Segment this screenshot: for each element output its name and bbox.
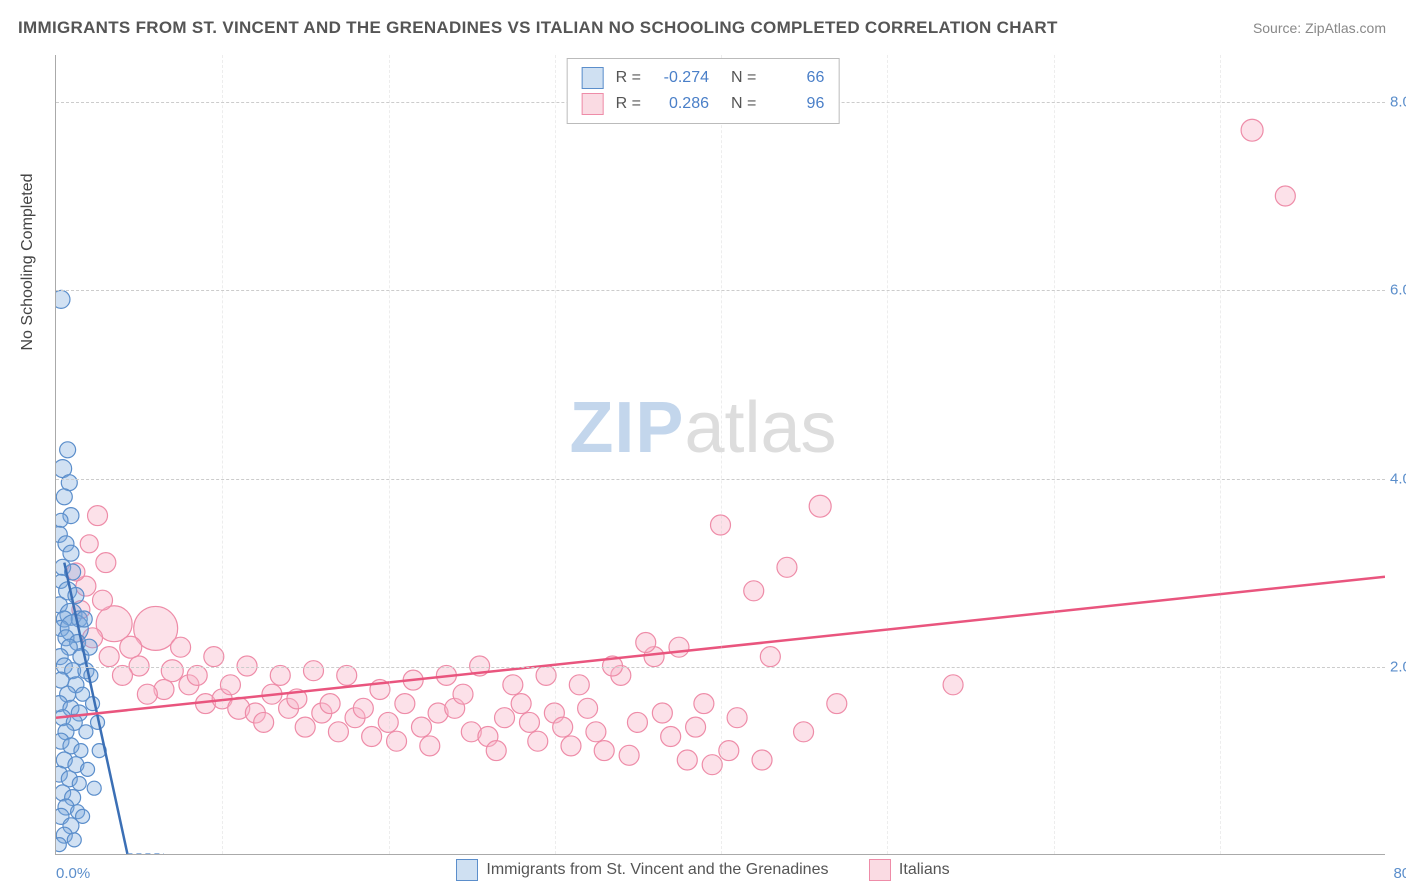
y-tick-label: 8.0%	[1390, 94, 1406, 111]
n-value-blue: 66	[764, 69, 824, 87]
r-label: R =	[616, 69, 641, 87]
swatch-blue	[582, 67, 604, 89]
legend-item-blue: Immigrants from St. Vincent and the Gren…	[456, 859, 828, 881]
swatch-pink	[582, 93, 604, 115]
legend-label-pink: Italians	[899, 861, 950, 879]
r-value-pink: 0.286	[649, 95, 709, 113]
chart-title: IMMIGRANTS FROM ST. VINCENT AND THE GREN…	[18, 18, 1058, 38]
n-label: N =	[731, 95, 756, 113]
swatch-blue	[456, 859, 478, 881]
r-label: R =	[616, 95, 641, 113]
n-label: N =	[731, 69, 756, 87]
swatch-pink	[869, 859, 891, 881]
source-attribution: Source: ZipAtlas.com	[1253, 20, 1386, 36]
n-value-pink: 96	[764, 95, 824, 113]
y-tick-label: 2.0%	[1390, 658, 1406, 675]
legend-row-blue: R = -0.274 N = 66	[582, 65, 825, 91]
r-value-blue: -0.274	[649, 69, 709, 87]
series-legend: Immigrants from St. Vincent and the Gren…	[0, 859, 1406, 886]
correlation-legend: R = -0.274 N = 66 R = 0.286 N = 96	[567, 58, 840, 124]
y-tick-label: 6.0%	[1390, 282, 1406, 299]
y-tick-label: 4.0%	[1390, 470, 1406, 487]
legend-label-blue: Immigrants from St. Vincent and the Gren…	[486, 861, 828, 879]
legend-row-pink: R = 0.286 N = 96	[582, 91, 825, 117]
y-axis-label: No Schooling Completed	[19, 174, 37, 351]
legend-item-pink: Italians	[869, 859, 950, 881]
plot-area: 2.0%4.0%6.0%8.0%0.0%80.0%	[55, 55, 1385, 855]
